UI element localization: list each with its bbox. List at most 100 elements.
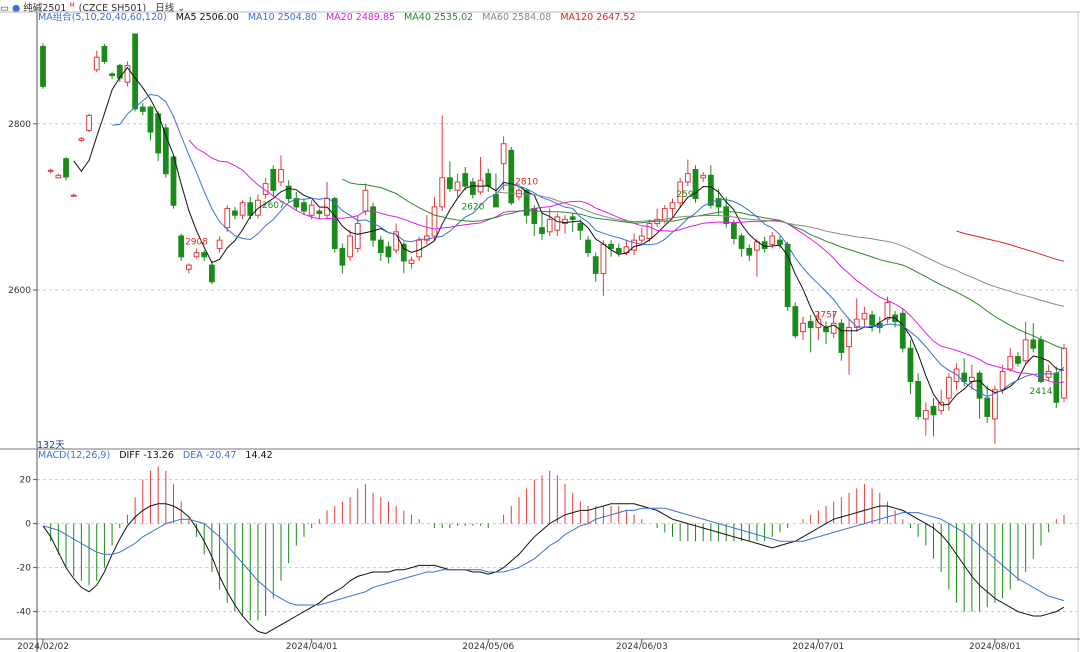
macd-diff-value: DIFF -13.26 (119, 450, 174, 461)
price-tick-label: 2800 (8, 120, 31, 130)
ma120-value: MA120 2647.52 (560, 12, 636, 23)
candle-body-up (846, 326, 852, 348)
price-high-label: 2757 (815, 311, 838, 321)
candle-body-down (715, 198, 722, 208)
candle-body-down (247, 202, 254, 216)
window-icon[interactable]: ▭ (0, 3, 9, 15)
candle-body-up (93, 56, 100, 71)
candle-body-down (707, 174, 714, 206)
period-dropdown[interactable]: 日线 ⌄ (155, 3, 188, 14)
candle-body-up (638, 235, 645, 241)
candle-body-up (47, 169, 54, 172)
candle-body-down (615, 247, 622, 254)
candle-body-down (585, 239, 591, 254)
candle-body-up (216, 239, 223, 249)
candle-body-up (669, 202, 676, 210)
macd-tick-label: 20 (20, 476, 32, 486)
candle-body-down (777, 239, 783, 245)
candle-body-up (454, 181, 461, 191)
candle-body-down (331, 198, 338, 249)
candle-body-up (1045, 371, 1052, 378)
ma-group-label[interactable]: MA组合(5,10,20,40,60,120) (38, 12, 167, 23)
candle-body-up (769, 235, 776, 245)
ma120-line (956, 230, 1065, 262)
candle-body-down (377, 239, 384, 254)
candle-body-down (731, 223, 737, 239)
macd-lines (42, 503, 1065, 635)
candle-body-down (201, 252, 208, 258)
candle-body-up (1061, 347, 1067, 399)
candle-body-down (746, 247, 753, 256)
candle-body-down (493, 193, 499, 208)
candle-body-down (209, 264, 215, 283)
candle-body-down (738, 235, 745, 249)
price-low-label: 2620 (461, 203, 484, 213)
candle-body-up (546, 218, 553, 233)
candle-body-up (677, 181, 684, 204)
candle-body-down (577, 223, 584, 231)
macd-histogram (50, 466, 1065, 621)
candle-body-up (922, 410, 929, 420)
candle-body-up (500, 143, 507, 165)
symbol-name[interactable]: 纯碱2501 (23, 3, 67, 15)
candle-body-up (684, 173, 691, 183)
candle-body-down (285, 185, 292, 200)
candle-body-down (569, 216, 576, 220)
candle-body-up (953, 368, 960, 382)
price-high-label: 2908 (185, 237, 208, 247)
candle-body-down (869, 314, 875, 326)
price-low-label: 2593 (676, 190, 699, 200)
candle-body-down (907, 347, 914, 382)
candle-body-down (976, 372, 983, 399)
candle-body-down (162, 127, 169, 175)
candle-body-down (63, 158, 69, 178)
exchange-code: (CZCE SH501) (78, 3, 147, 15)
date-tick-label: 2024/08/01 (969, 642, 1021, 652)
moving-average-lines (73, 66, 1065, 406)
candle-body-down (147, 106, 154, 133)
candle-body-up (347, 235, 353, 258)
date-tick-label: 2024/05/06 (462, 642, 514, 652)
candle-body-down (301, 202, 307, 212)
ma10-value: MA10 2504.80 (247, 12, 317, 23)
date-tick-label: 2024/06/03 (616, 642, 668, 652)
candlesticks (40, 33, 1067, 444)
ma20-line (188, 139, 1065, 385)
candle-body-down (899, 312, 906, 349)
price-high-label: 2810 (515, 178, 538, 188)
candle-body-up (362, 189, 369, 212)
candle-body-up (408, 259, 415, 264)
candle-body-up (224, 208, 231, 229)
ma10-line (112, 93, 1065, 397)
axis-labels: 2600 2800 20 0 -20 -40 2024/02/02 2024/04/01 202… (8, 120, 1053, 652)
macd-tick-label: 0 (25, 520, 31, 530)
candle-body-down (293, 198, 300, 208)
candle-body-up (815, 318, 822, 328)
ma20-value: MA20 2489.85 (325, 12, 396, 23)
candle-body-down (539, 227, 545, 235)
ma-legend: MA组合(5,10,20,40,60,120) MA5 2506.00 MA10… (38, 12, 642, 24)
candle-body-up (278, 168, 284, 183)
candle-body-down (232, 210, 238, 216)
ma60-value: MA60 2584.08 (482, 12, 552, 23)
candle-body-down (270, 168, 277, 191)
ma60-line (495, 191, 1065, 307)
candle-body-down (508, 149, 515, 204)
candle-body-up (800, 322, 806, 333)
candle-body-up (853, 318, 860, 328)
price-low-label: 2414 (1030, 387, 1053, 397)
candle-body-down (1030, 339, 1037, 349)
chart-title-bar: ▭ ● 纯碱2501 M (CZCE SH501) 日线 ⌄ (0, 0, 1080, 15)
candle-body-down (316, 210, 323, 215)
candle-body-down (1053, 372, 1060, 403)
candle-body-up (185, 264, 192, 270)
candle-body-down (462, 173, 469, 187)
candle-body-up (830, 322, 837, 334)
candle-body-up (431, 206, 438, 237)
macd-label[interactable]: MACD(12,26,9) (38, 450, 111, 461)
candle-body-down (485, 173, 492, 187)
candle-body-up (255, 199, 261, 216)
candle-body-down (592, 256, 599, 274)
candle-body-down (178, 235, 185, 258)
